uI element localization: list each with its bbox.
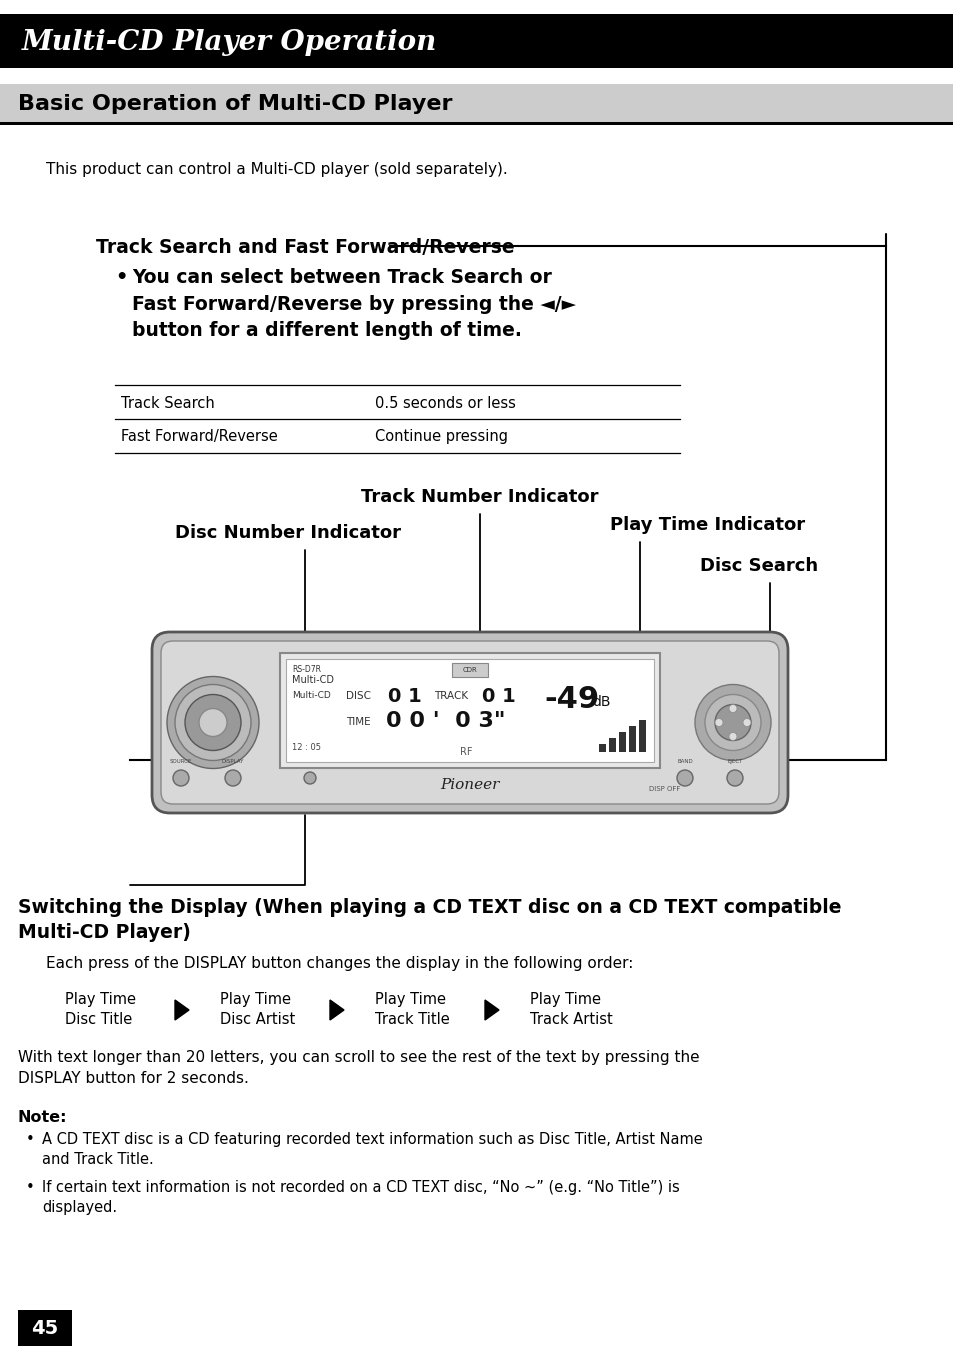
Bar (628, 726, 636, 752)
Text: Multi-CD: Multi-CD (292, 691, 331, 701)
Text: DISP OFF: DISP OFF (649, 786, 680, 793)
Bar (0, 84, 953, 122)
Circle shape (167, 676, 258, 768)
Text: 12 : 05: 12 : 05 (292, 743, 320, 752)
Text: TIME: TIME (346, 717, 370, 728)
Text: Track Search: Track Search (121, 396, 214, 411)
Text: TRACK: TRACK (434, 691, 468, 701)
Text: 0 0 '  0 3": 0 0 ' 0 3" (386, 711, 505, 730)
Polygon shape (174, 1000, 189, 1020)
Circle shape (714, 718, 722, 726)
Circle shape (742, 718, 750, 726)
Text: A CD TEXT disc is a CD featuring recorded text information such as Disc Title, A: A CD TEXT disc is a CD featuring recorde… (42, 1131, 702, 1168)
Text: Play Time: Play Time (220, 992, 291, 1007)
Circle shape (199, 709, 227, 737)
Circle shape (225, 770, 241, 786)
Text: Pioneer: Pioneer (440, 778, 499, 793)
Text: •: • (26, 1131, 34, 1146)
Circle shape (704, 695, 760, 751)
Text: Disc Search: Disc Search (700, 557, 818, 575)
Text: Track Number Indicator: Track Number Indicator (361, 488, 598, 505)
Text: dB: dB (592, 695, 610, 709)
Text: RS-D7R: RS-D7R (292, 665, 320, 673)
Text: 0.5 seconds or less: 0.5 seconds or less (375, 396, 516, 411)
Text: BAND: BAND (677, 759, 692, 764)
Text: Play Time: Play Time (530, 992, 600, 1007)
Text: Each press of the DISPLAY button changes the display in the following order:: Each press of the DISPLAY button changes… (46, 957, 633, 972)
Text: Disc Artist: Disc Artist (220, 1012, 294, 1027)
Bar (280, 653, 659, 768)
Text: Note:: Note: (18, 1110, 68, 1125)
Text: 45: 45 (31, 1320, 58, 1339)
Bar (286, 659, 654, 762)
Text: CDR: CDR (462, 667, 476, 673)
Text: Track Title: Track Title (375, 1012, 449, 1027)
Text: Basic Operation of Multi-CD Player: Basic Operation of Multi-CD Player (18, 93, 452, 114)
Text: If certain text information is not recorded on a CD TEXT disc, “No ~” (e.g. “No : If certain text information is not recor… (42, 1180, 679, 1215)
Text: Switching the Display (When playing a CD TEXT disc on a CD TEXT compatible
Multi: Switching the Display (When playing a CD… (18, 898, 841, 942)
Circle shape (174, 684, 251, 760)
Circle shape (172, 770, 189, 786)
Bar (0, 122, 953, 125)
Text: You can select between Track Search or
Fast Forward/Reverse by pressing the ◄/►
: You can select between Track Search or F… (132, 268, 576, 340)
Polygon shape (484, 1000, 498, 1020)
Bar (18, 1310, 71, 1346)
Text: RF: RF (459, 747, 472, 757)
Circle shape (714, 705, 750, 740)
Circle shape (185, 695, 241, 751)
Text: Play Time: Play Time (375, 992, 446, 1007)
Text: Multi-CD: Multi-CD (292, 675, 334, 686)
Text: Track Search and Fast Forward/Reverse: Track Search and Fast Forward/Reverse (96, 238, 514, 257)
Circle shape (695, 684, 770, 760)
Bar (0, 14, 953, 68)
Text: DISC: DISC (346, 691, 371, 701)
Text: Fast Forward/Reverse: Fast Forward/Reverse (121, 430, 277, 444)
FancyBboxPatch shape (161, 641, 779, 804)
Text: Disc Title: Disc Title (65, 1012, 132, 1027)
Text: Continue pressing: Continue pressing (375, 430, 507, 444)
Text: Disc Number Indicator: Disc Number Indicator (174, 524, 400, 542)
Text: Multi-CD Player Operation: Multi-CD Player Operation (22, 28, 436, 56)
Polygon shape (330, 1000, 344, 1020)
Bar (452, 663, 488, 678)
Text: With text longer than 20 letters, you can scroll to see the rest of the text by : With text longer than 20 letters, you ca… (18, 1050, 699, 1085)
Text: Play Time Indicator: Play Time Indicator (609, 516, 804, 534)
Text: •: • (115, 268, 128, 287)
Bar (598, 744, 605, 752)
Text: EJECT: EJECT (726, 759, 741, 764)
Circle shape (677, 770, 692, 786)
Circle shape (304, 772, 315, 785)
Text: Track Artist: Track Artist (530, 1012, 612, 1027)
FancyBboxPatch shape (152, 631, 787, 813)
Circle shape (726, 770, 742, 786)
Bar (639, 720, 645, 752)
Text: DISPLAY: DISPLAY (222, 759, 244, 764)
Text: SOURCE: SOURCE (170, 759, 192, 764)
Circle shape (728, 733, 737, 740)
Text: 0 1: 0 1 (388, 687, 421, 706)
Bar (618, 732, 625, 752)
Text: 0 1: 0 1 (481, 687, 516, 706)
Text: •: • (26, 1180, 34, 1195)
Circle shape (728, 705, 737, 713)
Bar (608, 738, 616, 752)
Text: Play Time: Play Time (65, 992, 136, 1007)
Text: -49: -49 (543, 686, 598, 714)
Text: This product can control a Multi-CD player (sold separately).: This product can control a Multi-CD play… (46, 163, 507, 178)
